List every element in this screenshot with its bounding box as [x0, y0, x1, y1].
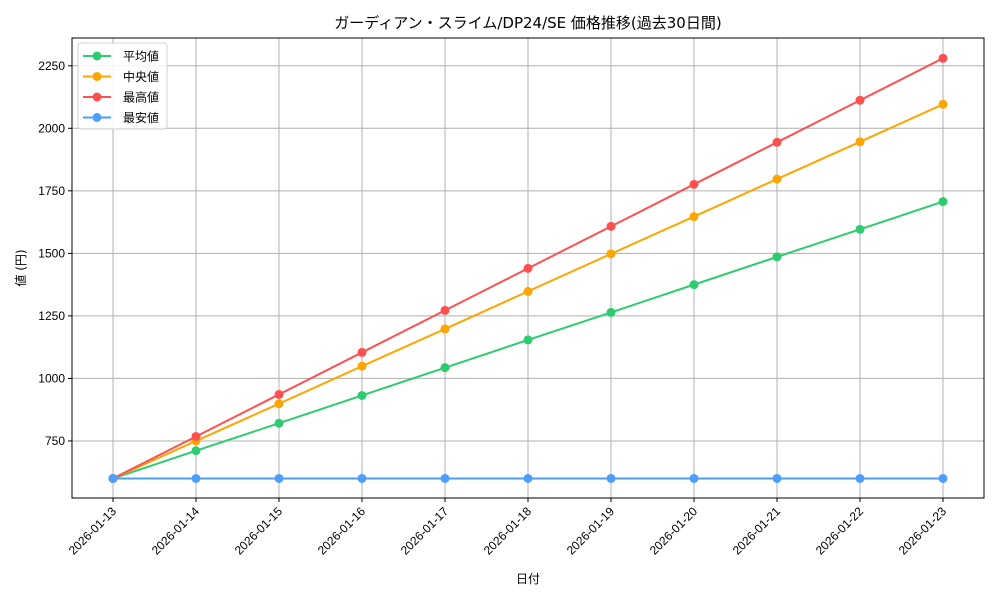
data-point-marker: [440, 305, 450, 315]
legend-marker-icon: [92, 113, 102, 122]
series-3: [108, 473, 948, 483]
y-tick-label: 1500: [38, 246, 65, 260]
data-point-marker: [191, 446, 201, 456]
chart-title: ガーディアン・スライム/DP24/SE 価格推移(過去30日間): [334, 14, 721, 32]
legend-marker-icon: [92, 51, 102, 61]
data-point-marker: [108, 473, 118, 483]
legend-marker-icon: [92, 92, 102, 102]
series-1: [108, 99, 948, 483]
data-point-marker: [274, 399, 284, 409]
data-point-marker: [855, 137, 865, 147]
data-point-marker: [357, 361, 367, 371]
legend-item: 最安値: [83, 110, 159, 125]
data-point-marker: [357, 390, 367, 400]
y-axis: 750 1000 1250 1500 1750 2000 2250: [38, 59, 72, 448]
data-point-marker: [938, 473, 948, 483]
data-point-marker: [523, 335, 533, 345]
data-point-marker: [191, 473, 201, 483]
legend-item: 最高値: [83, 90, 159, 105]
data-point-marker: [606, 307, 616, 317]
series-group: [108, 53, 948, 483]
data-point-marker: [938, 197, 948, 207]
y-tick-label: 1750: [38, 184, 65, 198]
legend-label: 中央値: [123, 69, 159, 84]
data-point-marker: [855, 473, 865, 483]
legend-label: 平均値: [123, 49, 159, 64]
data-point-marker: [855, 224, 865, 234]
data-point-marker: [772, 137, 782, 147]
data-point-marker: [689, 179, 699, 189]
y-tick-label: 2000: [38, 121, 65, 135]
data-point-marker: [274, 473, 284, 483]
legend-label: 最高値: [123, 90, 159, 105]
x-axis-label: 日付: [516, 572, 540, 586]
data-point-marker: [938, 53, 948, 63]
y-tick-label: 1000: [38, 371, 65, 385]
data-point-marker: [440, 324, 450, 334]
legend-item: 中央値: [83, 69, 159, 84]
data-point-marker: [274, 389, 284, 399]
y-axis-label: 値 (円): [13, 249, 28, 286]
data-point-marker: [938, 99, 948, 109]
data-point-marker: [523, 286, 533, 296]
data-point-marker: [523, 263, 533, 273]
data-point-marker: [772, 252, 782, 262]
data-point-marker: [191, 431, 201, 441]
data-point-marker: [357, 473, 367, 483]
data-point-marker: [689, 473, 699, 483]
data-point-marker: [523, 473, 533, 483]
data-point-marker: [606, 473, 616, 483]
data-point-marker: [772, 473, 782, 483]
data-point-marker: [357, 347, 367, 357]
data-point-marker: [440, 363, 450, 373]
data-point-marker: [689, 212, 699, 222]
data-point-marker: [689, 280, 699, 290]
y-tick-label: 2250: [38, 59, 65, 73]
data-point-marker: [606, 249, 616, 259]
legend-item: 平均値: [83, 49, 159, 64]
data-point-marker: [274, 418, 284, 428]
y-tick-label: 750: [45, 434, 65, 448]
data-point-marker: [855, 95, 865, 105]
data-point-marker: [772, 174, 782, 184]
y-tick-label: 1250: [38, 309, 65, 323]
legend-marker-icon: [92, 72, 102, 81]
legend-label: 最安値: [123, 110, 159, 125]
legend-box: [77, 42, 168, 130]
data-point-marker: [440, 473, 450, 483]
data-point-marker: [606, 221, 616, 231]
